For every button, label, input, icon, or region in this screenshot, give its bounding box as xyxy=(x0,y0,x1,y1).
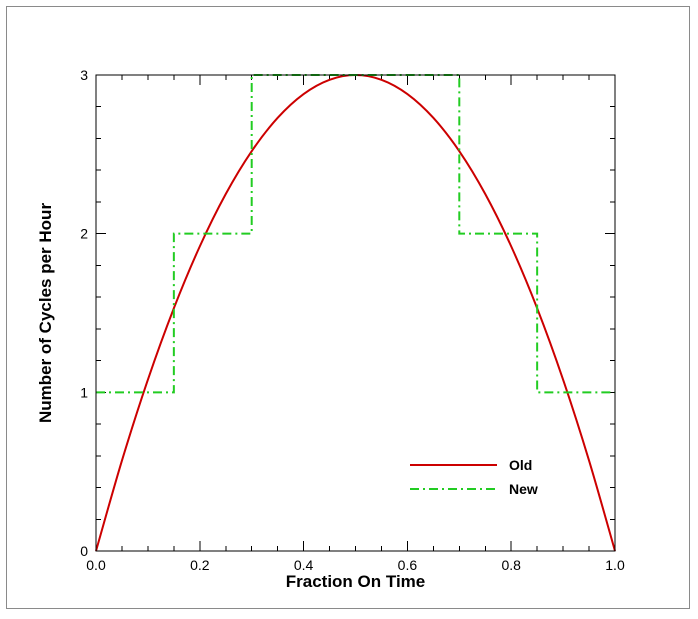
x-axis-title: Fraction On Time xyxy=(286,572,426,591)
figure-frame xyxy=(6,6,690,609)
x-tick-label: 0.2 xyxy=(190,557,210,573)
series-line-new xyxy=(96,74,615,394)
x-tick-label: 1.0 xyxy=(605,557,625,573)
y-tick-label: 3 xyxy=(80,67,88,83)
tick-labels: 0.0 0.2 0.4 0.6 0.8 1.0 0 1 2 3 xyxy=(80,67,625,573)
legend-label-old: Old xyxy=(509,457,532,473)
legend: Old New xyxy=(410,457,538,497)
x-tick-label: 0.4 xyxy=(294,557,314,573)
y-tick-label: 2 xyxy=(80,226,88,242)
y-axis-title: Number of Cycles per Hour xyxy=(36,203,55,423)
y-tick-label: 0 xyxy=(80,543,88,559)
x-tick-label: 0.0 xyxy=(86,557,106,573)
series-layer xyxy=(95,73,616,552)
plot-frame xyxy=(95,74,616,552)
x-tick-label: 0.6 xyxy=(398,557,418,573)
x-tick-label: 0.8 xyxy=(501,557,521,573)
y-tick-label: 1 xyxy=(80,384,88,400)
legend-label-new: New xyxy=(509,481,538,497)
